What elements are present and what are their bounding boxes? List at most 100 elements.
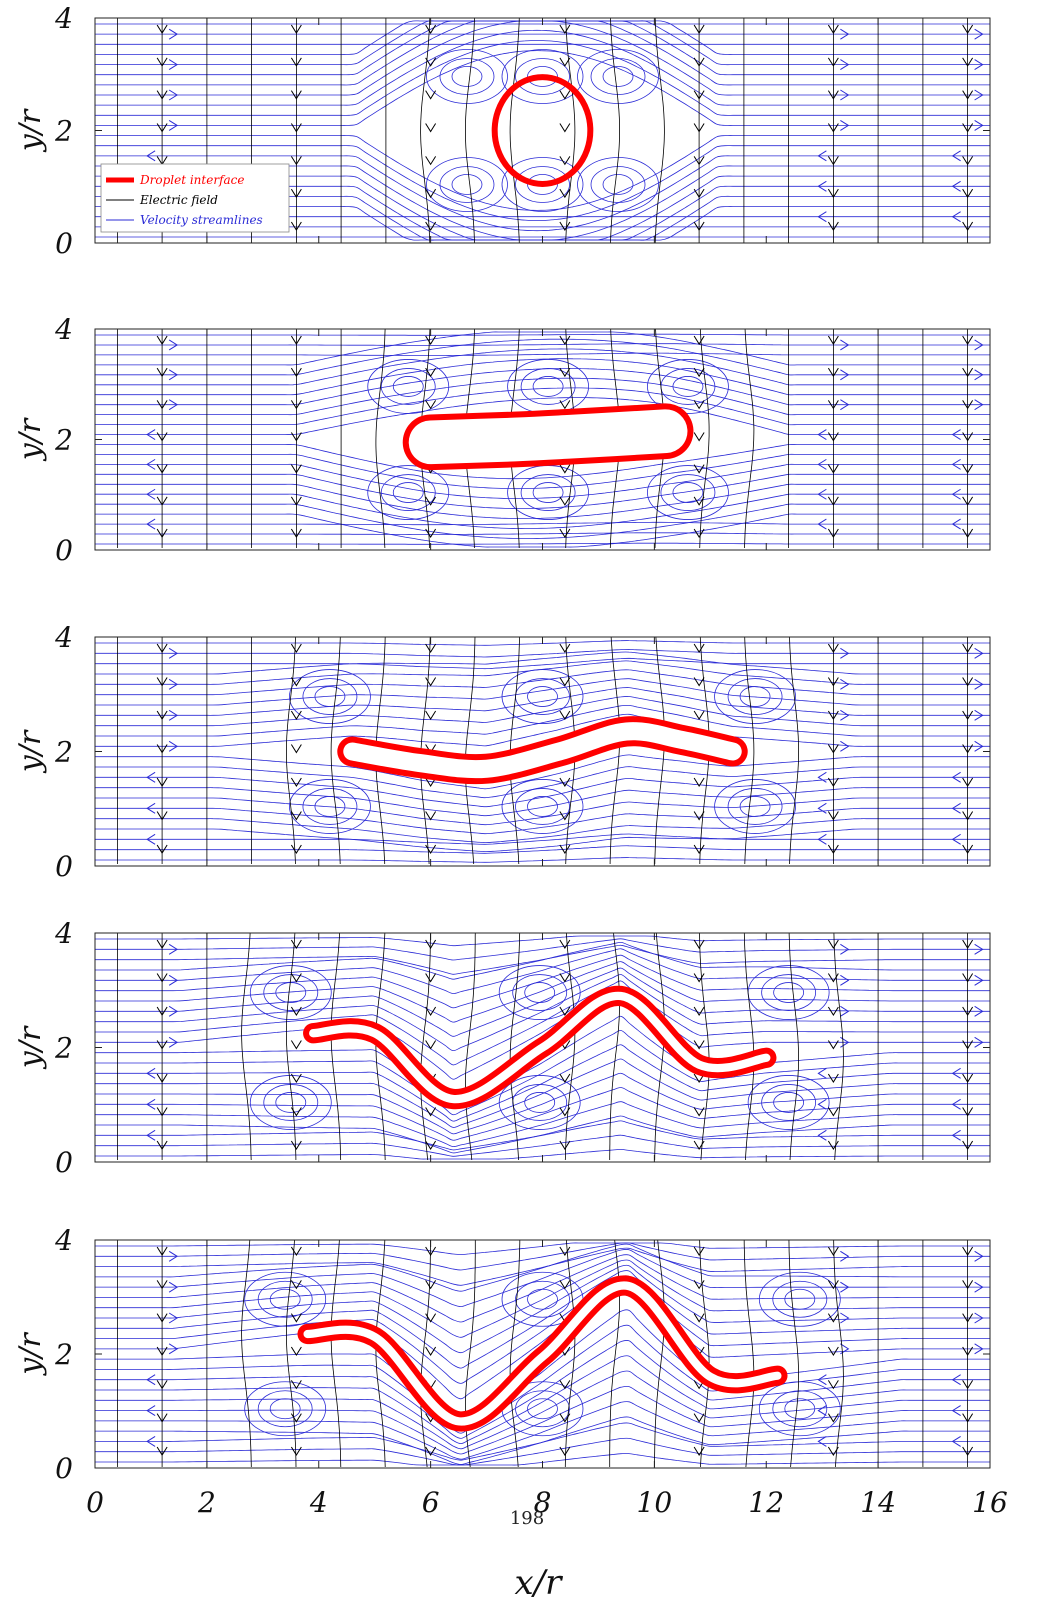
field-arrow: [962, 496, 974, 506]
field-arrow: [962, 1313, 974, 1323]
field-arrow: [559, 221, 571, 231]
field-arrow: [827, 1140, 839, 1150]
vortex-loop: [451, 174, 483, 195]
y-axis-title: y/r: [13, 1332, 48, 1377]
x-axis-tick-labels: 0 2 4 6 8 10 12 14 16: [86, 1486, 1008, 1519]
field-arrow: [425, 677, 437, 687]
legend: Droplet interface Electric field Velocity …: [100, 163, 290, 233]
electric-field-line: [564, 1240, 576, 1468]
panels: 0 2 4 y/r Droplet interface Electric field Vel…: [13, 2, 991, 1485]
vortex-loop: [439, 166, 495, 203]
field-arrow: [425, 643, 437, 653]
streamline: [95, 473, 990, 509]
streamline-arrow: [840, 740, 850, 752]
field-arrow: [559, 496, 571, 506]
vortex-loop: [602, 174, 634, 195]
streamline-arrow: [951, 833, 961, 845]
streamline: [95, 1401, 990, 1460]
field-arrow: [156, 1346, 168, 1356]
vortex-loop: [498, 965, 581, 1020]
vortex-loop: [747, 965, 830, 1020]
field-arrow: [156, 335, 168, 345]
streamline-arrow: [817, 771, 827, 783]
vortex-loop: [439, 58, 495, 95]
streamline: [95, 640, 990, 646]
electric-field-line: [743, 933, 755, 1161]
field-arrow: [559, 710, 571, 720]
field-arrow: [559, 1006, 571, 1016]
field-arrow: [962, 335, 974, 345]
streamline-arrow: [840, 1281, 850, 1293]
y-tick-label: 0: [55, 534, 73, 567]
streamline-arrow: [817, 150, 827, 162]
field-arrow: [290, 777, 302, 787]
field-arrow: [827, 188, 839, 199]
streamline-arrow: [817, 458, 827, 470]
vortex-loop: [302, 678, 358, 715]
streamline: [95, 766, 990, 799]
streamline-arrow: [146, 518, 156, 530]
field-arrow: [559, 57, 571, 67]
field-arrow: [693, 1006, 705, 1016]
streamline-arrow: [168, 678, 179, 690]
vortex-loop: [289, 669, 371, 724]
x-tick-label: 4: [309, 1486, 328, 1519]
vortex-loop: [739, 796, 771, 817]
field-arrow: [425, 1140, 437, 1150]
streamline-arrow: [840, 89, 850, 101]
streamline-arrow: [817, 488, 827, 500]
vortex-loop: [269, 1398, 301, 1420]
droplet-interface: [303, 985, 777, 1110]
vortex-loop: [524, 1092, 556, 1113]
streamline: [95, 974, 990, 1052]
streamline: [95, 343, 990, 346]
x-tick-label: 6: [422, 1486, 440, 1519]
streamline-arrow: [840, 943, 850, 955]
streamline: [95, 754, 990, 790]
streamline: [95, 713, 990, 747]
streamline-arrow: [974, 974, 984, 986]
vortex-loop: [515, 678, 570, 715]
streamline: [95, 483, 990, 519]
streamline: [95, 696, 990, 727]
vortex-loop: [772, 1280, 828, 1318]
field-arrow: [962, 1246, 974, 1256]
streamline: [95, 1339, 990, 1439]
field-arrow: [693, 1040, 705, 1050]
vortex-loop: [515, 788, 570, 825]
electric-field-line: [699, 329, 710, 549]
field-arrow: [559, 811, 571, 821]
electric-field-line: [420, 1240, 431, 1468]
field-arrow: [290, 1446, 302, 1456]
streamline-arrow: [146, 1098, 156, 1110]
electric-field-line: [788, 933, 800, 1161]
electric-field-line: [464, 933, 476, 1161]
electric-field-line: [744, 637, 755, 865]
streamline: [95, 513, 990, 548]
streamline-arrow: [168, 1005, 179, 1017]
streamline: [95, 1101, 990, 1148]
plot-area: [95, 637, 990, 865]
vortex-loop: [380, 368, 436, 405]
field-arrow: [425, 1040, 437, 1050]
streamline-arrow: [951, 1436, 961, 1447]
droplet-interface: [337, 716, 748, 785]
field-arrow: [559, 677, 571, 687]
field-arrow: [693, 156, 705, 166]
field-arrow: [290, 811, 302, 821]
field-arrow: [693, 1073, 705, 1083]
y-tick-label: 2: [54, 736, 73, 769]
field-arrow: [693, 24, 705, 34]
streamline-arrow: [817, 1067, 827, 1079]
field-arrow: [693, 400, 705, 410]
streamline: [95, 1309, 990, 1429]
vortex-loop: [269, 1288, 301, 1310]
streamline-arrow: [817, 1405, 827, 1416]
streamline: [95, 651, 990, 675]
field-arrow: [425, 1346, 437, 1356]
streamline-arrow: [840, 1312, 850, 1324]
streamline-arrow: [817, 1098, 827, 1110]
streamline-arrow: [951, 180, 961, 192]
field-arrow: [290, 496, 302, 506]
field-arrow: [425, 57, 437, 67]
